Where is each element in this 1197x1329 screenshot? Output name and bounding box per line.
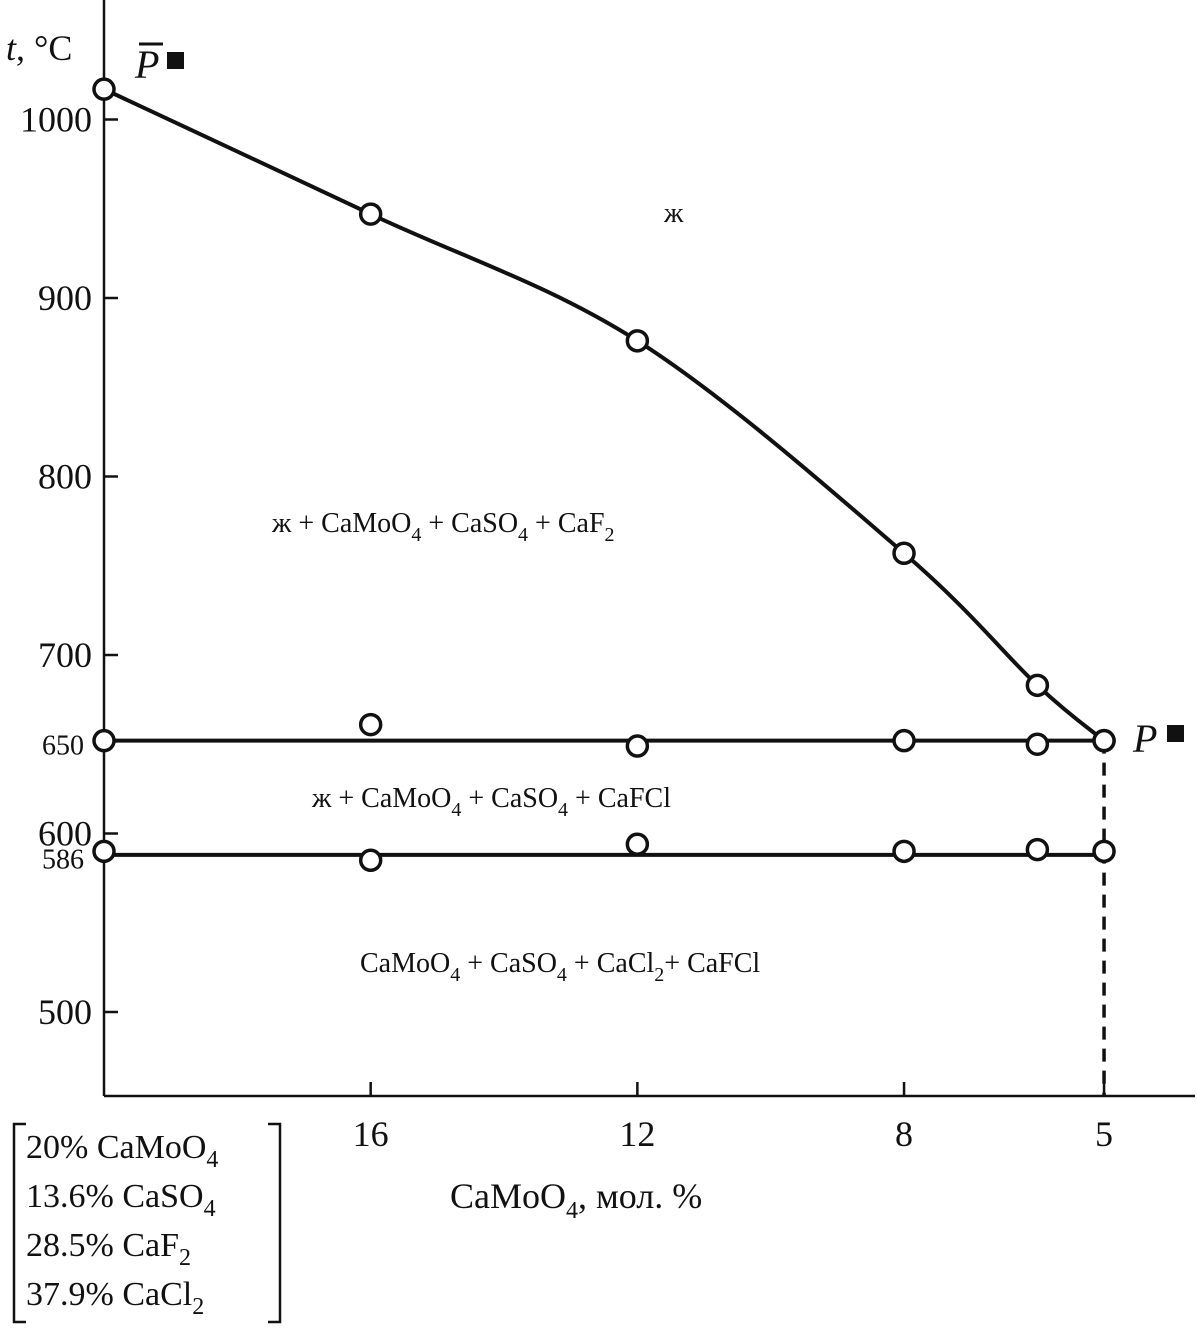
region-1-label: ж + CaMoO4 + CaSO4 + CaF2 [271,508,615,546]
point-650 [892,728,916,753]
composition-bracket: 20% CaMoO4 13.6% CaSO4 28.5% CaF2 37.9% … [12,1122,282,1324]
x-tick-label: 12 [619,1114,655,1154]
curves [103,87,1106,1096]
p-square [1167,725,1184,742]
point-650 [358,712,383,737]
liquidus-point [1025,673,1050,698]
y-tick-label: 800 [38,457,92,497]
liquidus-point [892,541,916,566]
y-tick-label: 600 [38,814,92,854]
liquidus-point [92,77,116,101]
y-tick-label: 500 [38,992,92,1032]
y-tick-label: 1000 [20,100,92,140]
x-axis-label: CaMoO4, мол. % [450,1176,702,1224]
point-586 [1092,839,1116,864]
liquidus-point [625,329,650,353]
ticks: 500 600 700 800 900 1000 650 586 16 12 8 5 [20,100,1113,1155]
point-650 [625,734,650,758]
region-2-label: ж + CaMoO4 + CaSO4 + CaFCl [311,783,671,821]
p-bar-square [167,52,184,69]
point-586 [92,839,116,864]
point-586 [892,839,916,864]
y-marked-label: 650 [42,730,84,761]
composition-line-1: 20% CaMoO4 [26,1129,218,1173]
point-586 [358,848,383,873]
composition-line-3: 28.5% CaF2 [26,1227,191,1271]
region-liquid: ж [663,198,684,229]
p-label: P [1132,716,1157,761]
y-marked-label: 586 [42,844,84,875]
region-3-label: CaMoO4 + CaSO4 + CaCl2+ CaFCl [360,948,760,986]
axes [102,0,1195,1098]
bracket-right [268,1122,282,1324]
point-650 [1025,732,1050,756]
liquidus-point [358,202,383,226]
point-586 [625,832,650,856]
y-unit-label: t, °C [6,28,72,68]
point-650 [92,728,116,753]
y-tick-label: 700 [38,635,92,675]
composition-line-2: 13.6% CaSO4 [26,1178,216,1222]
x-tick-label: 16 [353,1114,389,1154]
bracket-left [12,1122,26,1324]
point-586 [1025,837,1050,862]
x-tick-label: 8 [895,1114,913,1154]
liquidus-curve [103,87,1106,743]
composition-line-4: 37.9% CaCl2 [26,1276,204,1320]
y-tick-label: 900 [38,278,92,318]
point-650 [1092,728,1116,753]
data-points [92,77,1116,873]
p-bar-label: P [134,42,159,87]
x-tick-label: 5 [1095,1114,1113,1154]
